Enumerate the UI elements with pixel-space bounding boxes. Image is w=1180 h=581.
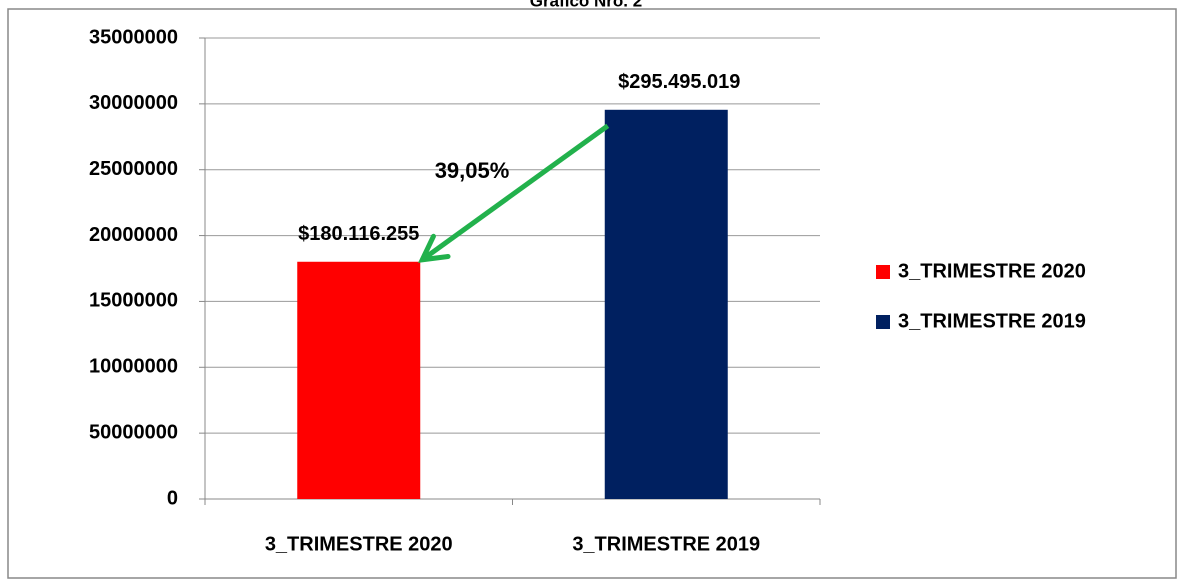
chart-title: Gráfico Nro. 2 (530, 0, 642, 10)
y-tick-label: 25000000 (89, 158, 178, 180)
chart-border (7, 8, 1177, 579)
annotation: 39,05% (435, 158, 510, 183)
bar (297, 261, 421, 499)
arrow-head (418, 233, 451, 263)
arrow-line (420, 123, 610, 262)
y-tick-label: 50000000 (89, 421, 178, 443)
legend-swatch (876, 265, 890, 279)
value-label: $180.116.255 (298, 223, 419, 245)
value-label: $295.495.019 (618, 71, 740, 93)
legend-label: 3_TRIMESTRE 2020 (898, 260, 1086, 282)
legend-label: 3_TRIMESTRE 2019 (898, 310, 1086, 332)
x-tick-label: 3_TRIMESTRE 2019 (572, 533, 760, 555)
y-tick-label: 0 (167, 487, 178, 509)
x-tick-label: 3_TRIMESTRE 2020 (265, 533, 453, 555)
y-tick-label: 30000000 (89, 92, 178, 114)
y-tick-label: 10000000 (89, 356, 178, 378)
bar (604, 109, 728, 500)
legend-swatch (876, 315, 890, 329)
y-tick-label: 35000000 (89, 26, 178, 48)
y-tick-label: 20000000 (89, 224, 178, 246)
y-tick-label: 15000000 (89, 290, 178, 312)
